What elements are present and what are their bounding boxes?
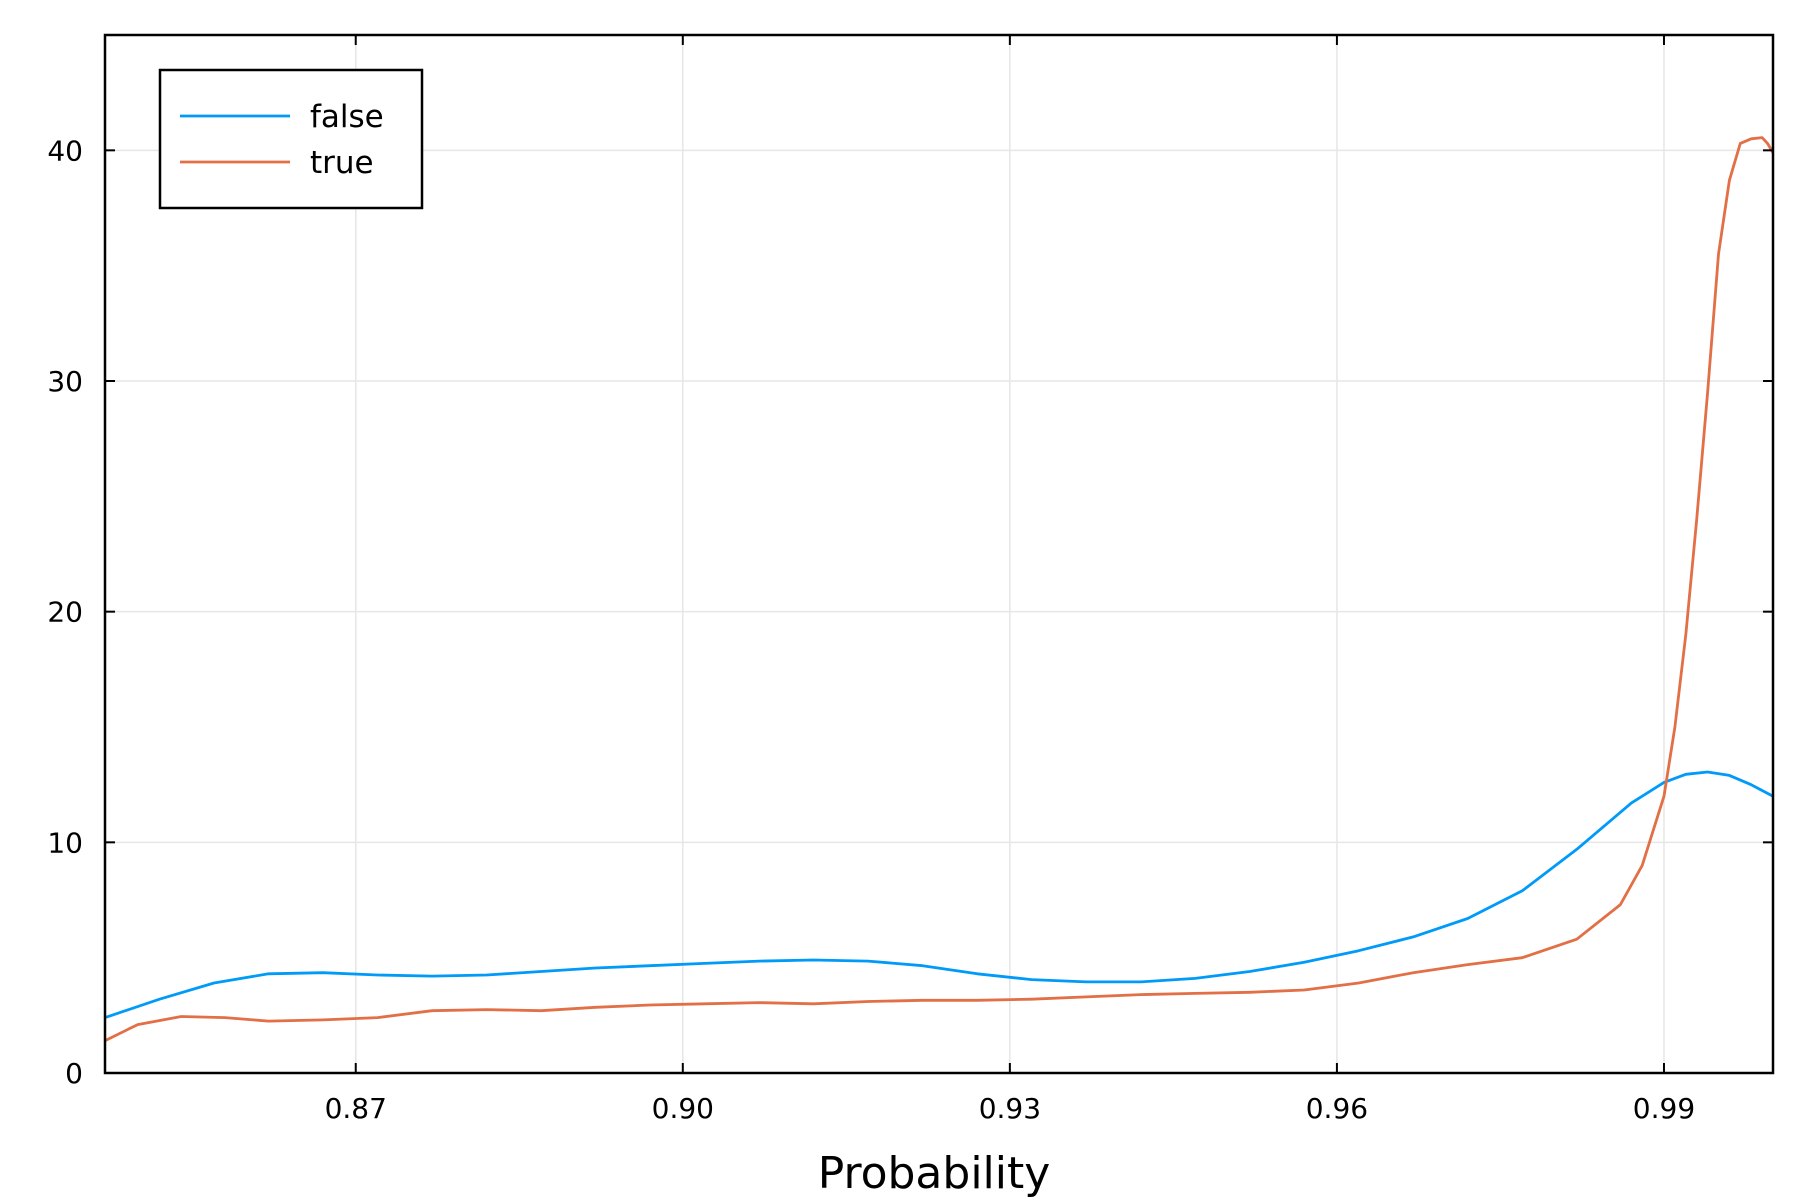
y-tick-label: 30: [47, 365, 83, 398]
legend: false true: [158, 68, 424, 210]
x-tick-label: 0.90: [652, 1092, 714, 1125]
y-tick-label: 10: [47, 826, 83, 859]
x-tick-label: 0.87: [325, 1092, 387, 1125]
series-line-false: [105, 770, 1773, 1019]
x-tick-label: 0.99: [1633, 1092, 1695, 1125]
y-tick-label: 40: [47, 134, 83, 167]
legend-label-true: true: [310, 145, 374, 181]
series-lines: [105, 136, 1773, 1043]
x-axis-label: Probability: [818, 1148, 1051, 1199]
y-tick-labels: 0 10 20 30 40: [47, 134, 83, 1090]
axis-ticks: [105, 35, 1773, 1074]
legend-label-false: false: [310, 99, 384, 135]
y-tick-label: 20: [47, 596, 83, 629]
y-tick-label: 0: [65, 1057, 83, 1090]
x-tick-label: 0.96: [1306, 1092, 1368, 1125]
series-line-true: [105, 136, 1773, 1043]
x-tick-label: 0.93: [979, 1092, 1041, 1125]
legend-box: [158, 68, 424, 210]
plot-frame: [103, 33, 1775, 1075]
x-tick-labels: 0.87 0.90 0.93 0.96 0.99: [325, 1092, 1696, 1125]
